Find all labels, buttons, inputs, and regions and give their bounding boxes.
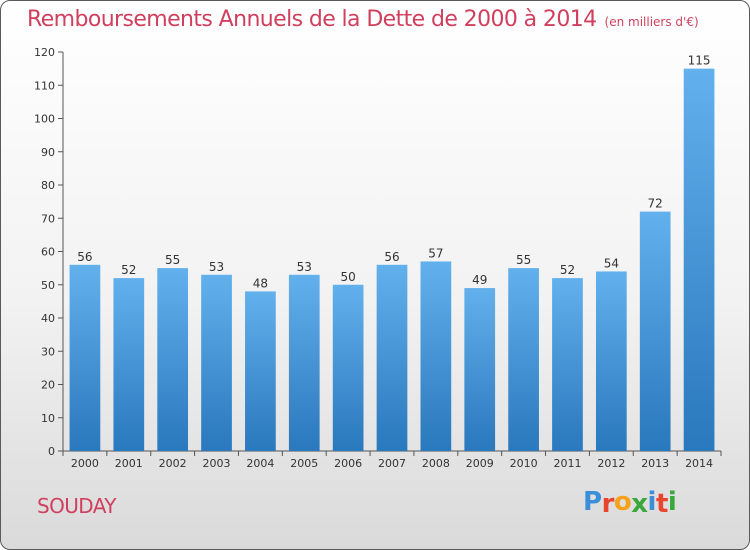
bar-value-label: 57 [428,246,443,260]
x-tick-label: 2007 [378,457,406,470]
bar [420,261,452,451]
bar-value-label: 115 [688,54,711,68]
bar [288,274,320,451]
bar [464,288,496,451]
bar [201,274,232,451]
bar-value-label: 49 [472,273,487,287]
x-tick-label: 2012 [597,457,625,470]
bar [595,271,627,451]
y-tick-label: 100 [34,113,55,126]
y-tick-label: 30 [41,345,55,358]
x-tick-label: 2011 [553,457,581,470]
bar-value-label: 52 [560,263,575,277]
bar [376,264,408,451]
bar [113,278,145,451]
bar-value-label: 50 [340,270,355,284]
y-tick-label: 20 [41,379,55,392]
y-tick-label: 110 [34,79,55,92]
y-tick-label: 40 [41,312,55,325]
y-tick-label: 120 [34,46,55,59]
chart-labels: 2000 56 2001 52 2002 55 2003 53 2004 48 2005 53 2006… [71,54,713,470]
bar [69,264,101,451]
logo-letter: i [667,487,677,517]
bar-value-label: 72 [648,197,663,211]
y-tick-label: 70 [41,212,55,225]
bar [552,278,583,451]
y-tick-label: 10 [41,412,55,425]
x-tick-label: 2006 [334,457,362,470]
logo-letter: r [601,489,615,519]
bar [245,291,276,451]
y-tick-label: 90 [41,146,55,159]
chart-unit: (en milliers d'€) [604,15,699,29]
bar-value-label: 55 [165,253,180,267]
x-tick-label: 2003 [203,457,231,470]
proxiti-logo: Proxiti [583,487,677,519]
x-tick-label: 2001 [115,457,143,470]
bar-value-label: 54 [604,256,619,270]
bar [683,68,715,451]
bar-value-label: 56 [384,250,399,264]
bar [157,268,189,451]
logo-letter: i [647,487,657,517]
y-tick-label: 80 [41,179,55,192]
y-tick-label: 50 [41,279,55,292]
x-tick-label: 2013 [641,457,669,470]
x-tick-label: 2009 [466,457,494,470]
x-tick-label: 2014 [685,457,713,470]
bar [508,268,539,451]
x-tick-label: 2008 [422,457,450,470]
x-tick-label: 2002 [159,457,187,470]
bar-value-label: 52 [121,263,136,277]
x-tick-label: 2010 [510,457,538,470]
logo-letter: x [631,489,648,519]
y-tick-label: 0 [48,445,55,458]
x-tick-label: 2000 [71,457,99,470]
commune-name: SOUDAY [37,494,116,518]
bar [639,211,671,451]
bar-value-label: 55 [516,253,531,267]
bar-value-label: 53 [297,260,312,274]
bar-value-label: 48 [253,276,268,290]
bar-value-label: 56 [77,250,92,264]
bar [332,284,364,451]
chart-title-text: Remboursements Annuels de la Dette de 20… [27,7,597,32]
bar-value-label: 53 [209,260,224,274]
x-tick-label: 2004 [246,457,274,470]
y-tick-label: 60 [41,246,55,259]
chart-bars [69,68,715,451]
chart-title: Remboursements Annuels de la Dette de 20… [27,7,699,32]
logo-letter: t [655,489,668,519]
logo-letter: o [613,487,632,517]
x-tick-label: 2005 [290,457,318,470]
logo-letter: P [583,487,602,517]
